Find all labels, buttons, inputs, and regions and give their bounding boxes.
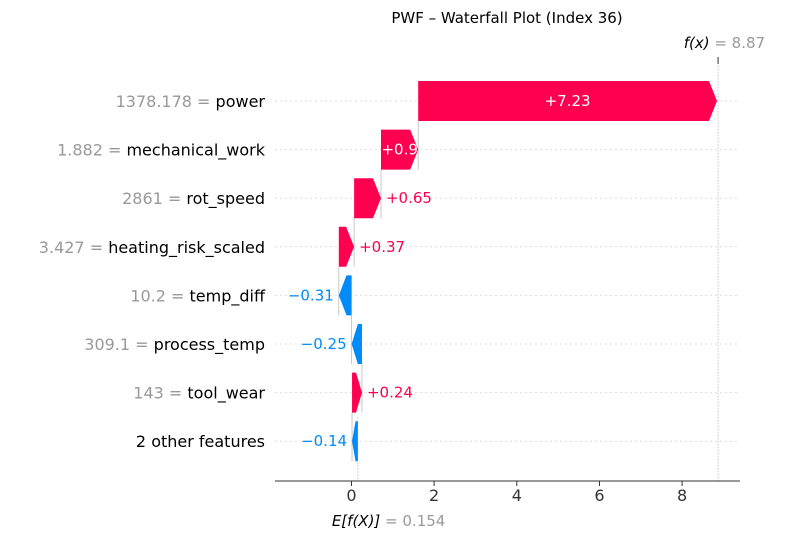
feature-label: 1378.178 = power [116, 92, 266, 111]
feature-name: temp_diff [190, 286, 266, 306]
feature-name: power [216, 92, 266, 111]
positive-bar [418, 81, 718, 121]
positive-bar [338, 226, 355, 267]
feature-label: 2 other features [136, 432, 265, 451]
contribution-label: +0.24 [367, 384, 413, 402]
contribution-label: −0.14 [301, 432, 347, 450]
feature-value: 3.427 = [39, 237, 108, 256]
feature-label: 3.427 = heating_risk_scaled [39, 237, 265, 257]
feature-value: 1378.178 = [116, 92, 216, 111]
feature-value: 143 = [133, 383, 187, 402]
feature-label: 309.1 = process_temp [84, 335, 265, 355]
negative-bar [352, 421, 358, 462]
final-value-number: = 8.87 [714, 34, 765, 52]
feature-value: 10.2 = [130, 286, 189, 305]
negative-bar [338, 275, 352, 316]
feature-value: 1.882 = [57, 140, 126, 159]
bars: +7.23 +0.9 +0.65 +0.37 −0.31 −0.25 +0.24 −0.14 [288, 81, 718, 462]
feature-label: 2861 = rot_speed [122, 189, 265, 209]
feature-name: process_temp [154, 335, 265, 355]
feature-label: 143 = tool_wear [133, 383, 265, 403]
contribution-label: +0.37 [359, 238, 405, 256]
contribution-label: −0.31 [288, 286, 334, 304]
base-value-prefix: E[f(X)] [332, 512, 385, 530]
chart-title: PWF – Waterfall Plot (Index 36) [391, 9, 622, 27]
connectors [338, 121, 419, 462]
positive-bar [354, 178, 381, 219]
x-tick-label: 2 [429, 486, 439, 505]
feature-name: tool_wear [187, 383, 265, 403]
feature-name: heating_risk_scaled [108, 237, 265, 257]
contribution-label: −0.25 [301, 335, 347, 353]
contribution-label: +7.23 [545, 92, 591, 110]
final-value-prefix: f(x) [684, 34, 715, 52]
negative-bar [351, 324, 362, 364]
contribution-label: +0.9 [381, 141, 417, 159]
x-tick-label: 6 [594, 486, 604, 505]
positive-bar [352, 372, 362, 413]
feature-name: mechanical_work [126, 140, 265, 160]
contribution-label: +0.65 [386, 189, 432, 207]
feature-labels: 1378.178 = power 1.882 = mechanical_work 2… [39, 92, 266, 451]
positive-bar [380, 129, 419, 170]
feature-label: 10.2 = temp_diff [130, 286, 266, 306]
x-tick-label: 0 [346, 486, 356, 505]
base-value-number: = 0.154 [385, 512, 445, 530]
feature-name: 2 other features [136, 432, 265, 451]
feature-label: 1.882 = mechanical_work [57, 140, 266, 160]
feature-name: rot_speed [186, 189, 265, 209]
feature-value: 2861 = [122, 189, 186, 208]
x-axis: 0 2 4 6 8 [275, 480, 740, 505]
annotations: f(x) = 8.87 E[f(X)] = 0.154 [332, 34, 765, 530]
base-value-label: E[f(X)] = 0.154 [332, 512, 446, 530]
x-tick-label: 4 [512, 486, 522, 505]
feature-value: 309.1 = [84, 335, 153, 354]
x-tick-label: 8 [677, 486, 687, 505]
final-value-label: f(x) = 8.87 [684, 34, 765, 52]
gridlines [275, 60, 740, 481]
